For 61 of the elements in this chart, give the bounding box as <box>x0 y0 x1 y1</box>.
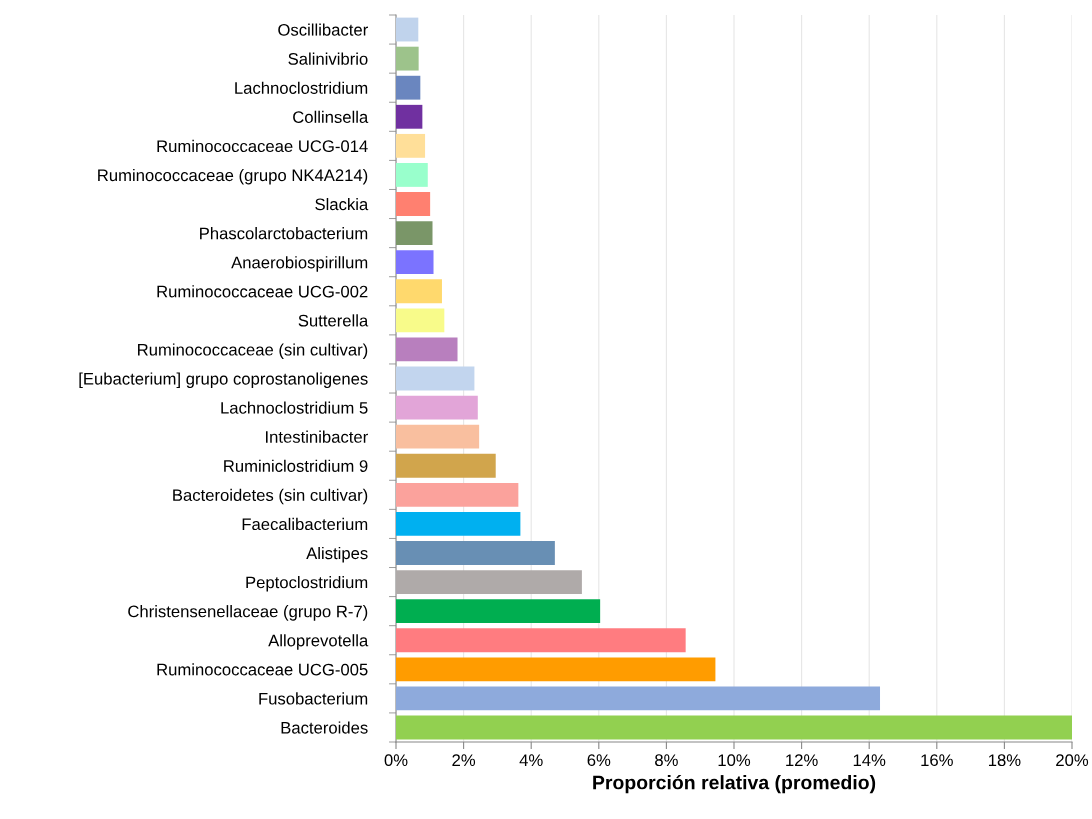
x-tick-label: 14% <box>853 754 886 766</box>
y-tick-label: Bacteroides <box>281 721 368 734</box>
x-tick-label: 2% <box>452 754 476 766</box>
x-tick-label: 20% <box>1056 754 1089 767</box>
bar <box>396 279 442 304</box>
x-tick-label: 18% <box>988 754 1021 767</box>
bar <box>396 599 601 624</box>
bar <box>396 511 521 536</box>
y-tick-label: Ruminococcaceae UCG-005 <box>157 663 368 676</box>
y-tick-label: Collinsella <box>293 110 369 123</box>
bar <box>396 482 519 507</box>
x-tick-label: 12% <box>786 754 818 766</box>
bar <box>396 17 419 42</box>
x-tick-label: 10% <box>718 754 751 767</box>
y-tick-label: Ruminococcaceae UCG-002 <box>157 285 368 298</box>
bar <box>396 133 426 158</box>
x-axis-title: Proporción relativa (promedio) <box>593 774 876 794</box>
bar <box>396 453 496 478</box>
y-tick-label: Bacteroidetes (sin cultivar) <box>173 488 368 505</box>
bar <box>396 75 421 100</box>
y-tick-label: Intestinibacter <box>266 430 368 443</box>
y-tick-label: Sutterella <box>298 314 369 327</box>
bar <box>396 337 458 362</box>
y-tick-label: Slackia <box>315 197 369 211</box>
bar <box>396 250 434 275</box>
x-tick-label: 0% <box>384 754 408 767</box>
y-tick-label: Fusobacterium <box>259 692 368 705</box>
bar <box>396 570 582 594</box>
y-tick-label: Ruminococcaceae (grupo NK4A214) <box>98 168 368 185</box>
y-tick-label: Anaerobiospirillum <box>231 256 368 272</box>
bar <box>396 46 419 71</box>
bar <box>396 541 555 565</box>
bar <box>396 657 716 682</box>
y-tick-label: Oscillibacter <box>278 23 368 36</box>
bar <box>396 104 423 129</box>
x-tick-label: 16% <box>921 754 953 767</box>
bar <box>396 308 445 333</box>
x-tick-label: 4% <box>519 754 543 766</box>
y-tick-label: [Eubacterium] grupo coprostanoligenes <box>79 372 368 388</box>
bar <box>396 686 881 711</box>
y-tick-label: Peptoclostridium <box>246 576 368 592</box>
y-tick-label: Phascolarctobacterium <box>200 227 368 240</box>
bar <box>396 192 431 216</box>
y-tick-label: Lachnoclostridium <box>235 81 368 94</box>
x-tick-label: 6% <box>587 754 611 767</box>
y-tick-label: Lachnoclostridium 5 <box>221 401 368 414</box>
bar <box>396 163 428 187</box>
bar <box>396 424 480 449</box>
bar <box>396 395 478 420</box>
bar <box>396 221 433 246</box>
y-tick-label: Alistipes <box>306 546 368 563</box>
y-tick-label: Christensenellaceae (grupo R-7) <box>128 605 368 621</box>
y-tick-label: Ruminiclostridium 9 <box>224 459 368 472</box>
x-tick-label: 8% <box>655 754 678 767</box>
bar <box>396 628 686 653</box>
y-tick-label: Salinivibrio <box>288 52 368 65</box>
y-tick-label: Faecalibacterium <box>242 517 368 531</box>
y-tick-label: Alloprevotella <box>268 634 369 650</box>
y-tick-label: Ruminococcaceae UCG-014 <box>157 139 368 153</box>
y-tick-label: Ruminococcaceae (sin cultivar) <box>138 343 368 359</box>
bar <box>396 366 475 391</box>
